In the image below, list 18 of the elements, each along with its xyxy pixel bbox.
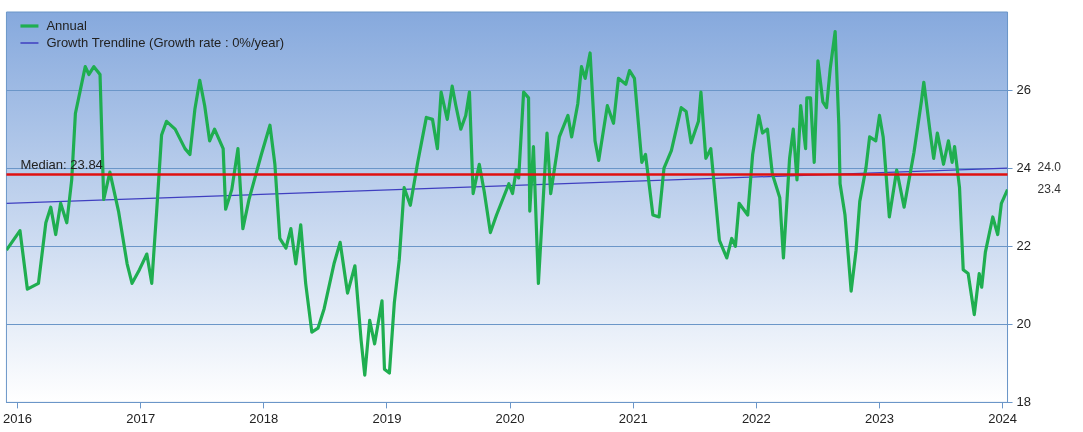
x-tick-label: 2019 xyxy=(372,410,402,426)
annotation: 24.0 xyxy=(1037,160,1062,175)
y-tick-label: 18 xyxy=(1016,393,1032,409)
annotation: 23.4 xyxy=(1037,181,1062,196)
y-tick-label: 22 xyxy=(1016,237,1032,253)
y-tick-label: 20 xyxy=(1016,315,1032,331)
legend-label: Growth Trendline (Growth rate : 0%/year) xyxy=(46,34,285,50)
x-tick-label: 2018 xyxy=(249,410,279,426)
x-tick-label: 2022 xyxy=(741,410,771,426)
x-tick-label: 2020 xyxy=(495,410,525,426)
x-tick-label: 2021 xyxy=(618,410,648,426)
y-tick-label: 26 xyxy=(1016,81,1032,97)
x-tick-label: 2023 xyxy=(865,410,894,426)
y-tick-label: 24 xyxy=(1016,159,1032,175)
legend-label: Annual xyxy=(46,17,88,33)
x-tick-label: 2016 xyxy=(3,410,32,426)
x-tick-label: 2017 xyxy=(126,410,156,426)
x-tick-label: 2024 xyxy=(988,410,1018,426)
